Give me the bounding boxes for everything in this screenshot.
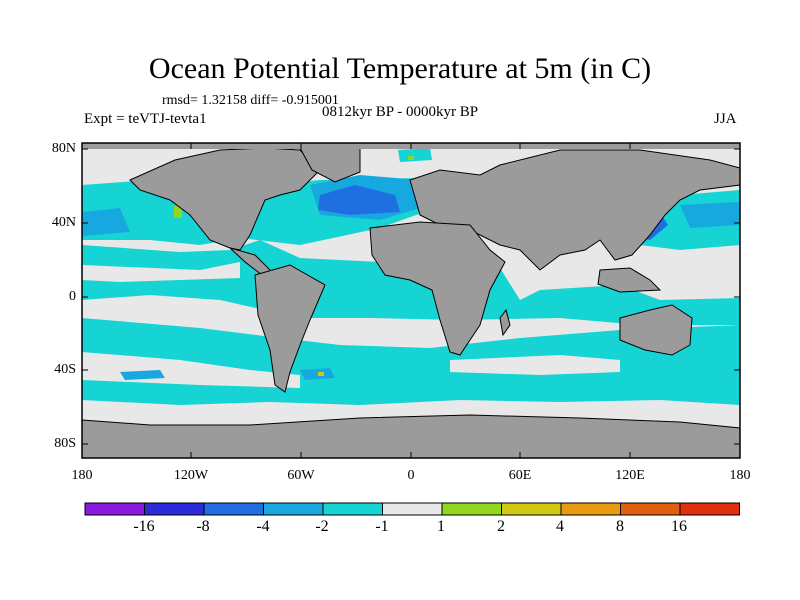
legend-label: 2 [497,518,505,535]
arctic-green-speck [408,156,414,160]
equatorial-gray-strip [82,262,240,282]
legend-swatch [560,502,621,516]
legend-swatch [382,502,443,516]
legend-label: 4 [556,518,564,535]
legend-label: -4 [256,518,270,535]
lon-label-180e: 180 [729,468,751,483]
lon-label-120w: 120W [173,468,209,483]
legend-swatch [84,502,145,516]
south-atlantic-yellow-speck [318,372,324,376]
season-label: JJA [714,111,737,127]
map-title: Ocean Potential Temperature at 5m (in C) [148,52,652,85]
lon-label-60w: 60W [287,468,315,483]
land-masses [81,144,741,459]
pacific-blue-patch [82,208,130,236]
legend-swatch [501,502,562,516]
lon-label-0: 0 [407,468,415,483]
legend-label: -1 [375,518,389,535]
legend-label: -16 [133,518,155,535]
lon-ticks [81,143,741,458]
legend-label: -8 [196,518,210,535]
lon-label-60e: 60E [508,468,532,483]
experiment-label: Expt = teVTJ-tevta1 [84,111,207,127]
south-pacific-blue-patch [120,370,165,380]
lat-label-40n: 40N [51,215,76,230]
maritime-continent [597,267,662,293]
legend-swatch [679,502,740,516]
legend-label: -2 [315,518,329,535]
lat-label-40s: 40S [54,362,76,377]
legend-swatch [620,502,681,516]
legend-swatch [263,502,324,516]
legend-label: 16 [671,518,687,535]
north-atlantic-blue [318,185,400,215]
lat-ticks [82,148,740,445]
south-america [254,264,326,393]
lon-label-120e: 120E [615,468,645,483]
california-green-patch [174,206,182,218]
eurasia [409,149,741,271]
legend-swatch [203,502,264,516]
australia [619,304,693,356]
legend-swatch [322,502,383,516]
legend-swatch [144,502,205,516]
legend-swatch [441,502,502,516]
rmsd-diff-stats: rmsd= 1.32158 diff= -0.915001 [162,93,339,108]
south-atlantic-blue-patch [300,368,335,380]
arctic-cyan-patch [398,148,432,162]
east-pacific-blue-patch [680,202,740,228]
southern-gray-gap-2 [450,355,620,375]
lat-label-80s: 80S [54,436,76,451]
lon-label-180w: 180 [71,468,93,483]
lat-label-0: 0 [69,289,76,304]
legend-colorbar [84,502,740,516]
lat-label-80n: 80N [51,141,76,156]
legend-label: 1 [437,518,445,535]
period-label: 0812kyr BP - 0000kyr BP [322,104,479,120]
madagascar [499,308,511,337]
legend-label: 8 [616,518,624,535]
africa [369,221,506,356]
